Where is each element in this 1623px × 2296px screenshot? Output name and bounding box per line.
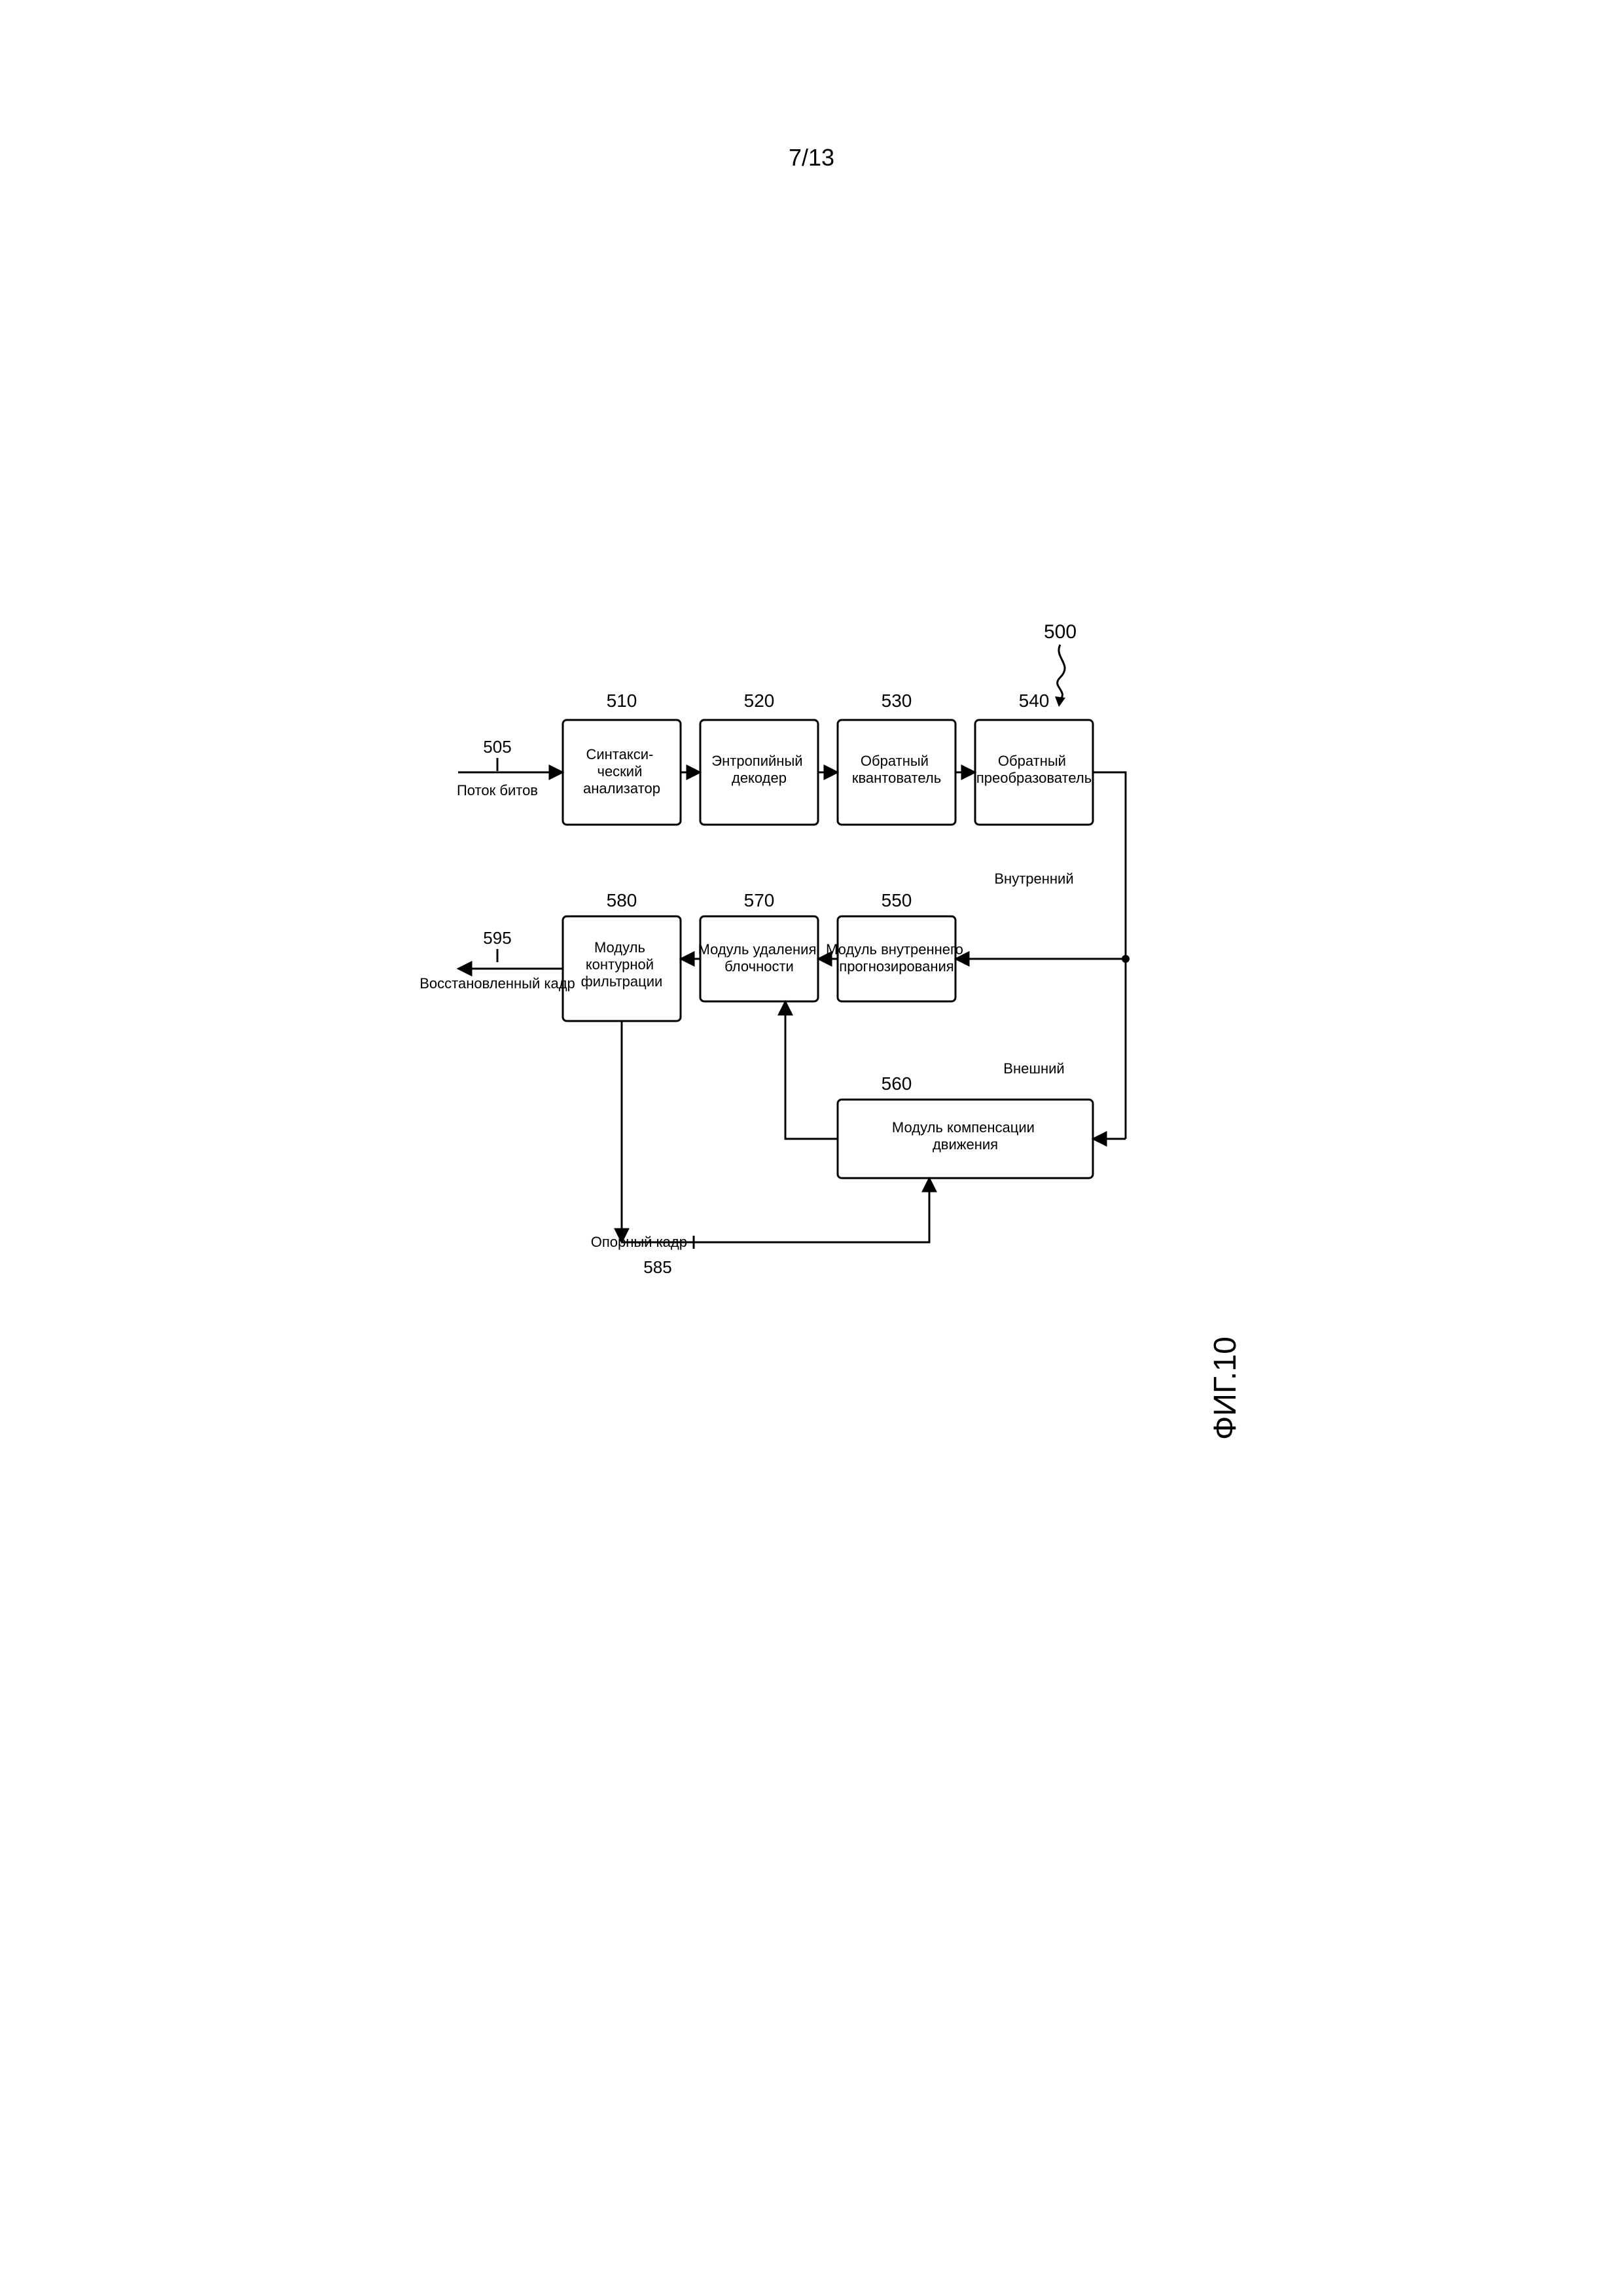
diagram-svg: 510 520 530 540 580 570 550 560 Синтакси… <box>0 0 1623 2296</box>
edge-560-570 <box>785 1001 838 1139</box>
num-550: 550 <box>882 890 912 910</box>
edge-ref-560 <box>622 1178 929 1242</box>
edge-540-trunk <box>1093 772 1126 1139</box>
lbl-595: Восстановленный кадр <box>419 975 575 992</box>
txt-550: Модуль внутреннего прогнозирования <box>826 941 967 975</box>
num-510: 510 <box>607 691 637 711</box>
lbl-inter: Внешний <box>1003 1060 1064 1077</box>
squiggle-500 <box>1058 645 1065 702</box>
num-570: 570 <box>744 890 775 910</box>
num-580: 580 <box>607 890 637 910</box>
num-505: 505 <box>483 737 511 757</box>
num-540: 540 <box>1019 691 1050 711</box>
num-520: 520 <box>744 691 775 711</box>
num-500: 500 <box>1044 621 1077 643</box>
num-560: 560 <box>882 1073 912 1094</box>
lbl-505: Поток битов <box>457 782 538 798</box>
num-585: 585 <box>643 1257 671 1277</box>
num-595: 595 <box>483 928 511 948</box>
num-530: 530 <box>882 691 912 711</box>
squiggle-500-head <box>1055 696 1065 707</box>
lbl-intra: Внутренний <box>994 870 1073 887</box>
txt-530: Обратный квантователь <box>852 753 941 786</box>
